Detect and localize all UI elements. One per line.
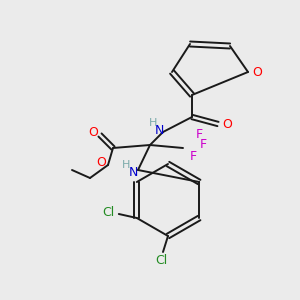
Text: Cl: Cl <box>155 254 167 266</box>
Text: Cl: Cl <box>103 206 115 218</box>
Text: N: N <box>128 167 138 179</box>
Text: N: N <box>154 124 164 136</box>
Text: F: F <box>200 139 207 152</box>
Text: F: F <box>189 149 197 163</box>
Text: O: O <box>96 157 106 169</box>
Text: H: H <box>122 160 130 170</box>
Text: O: O <box>222 118 232 130</box>
Text: O: O <box>252 65 262 79</box>
Text: O: O <box>88 127 98 140</box>
Text: F: F <box>195 128 203 140</box>
Text: H: H <box>149 118 157 128</box>
